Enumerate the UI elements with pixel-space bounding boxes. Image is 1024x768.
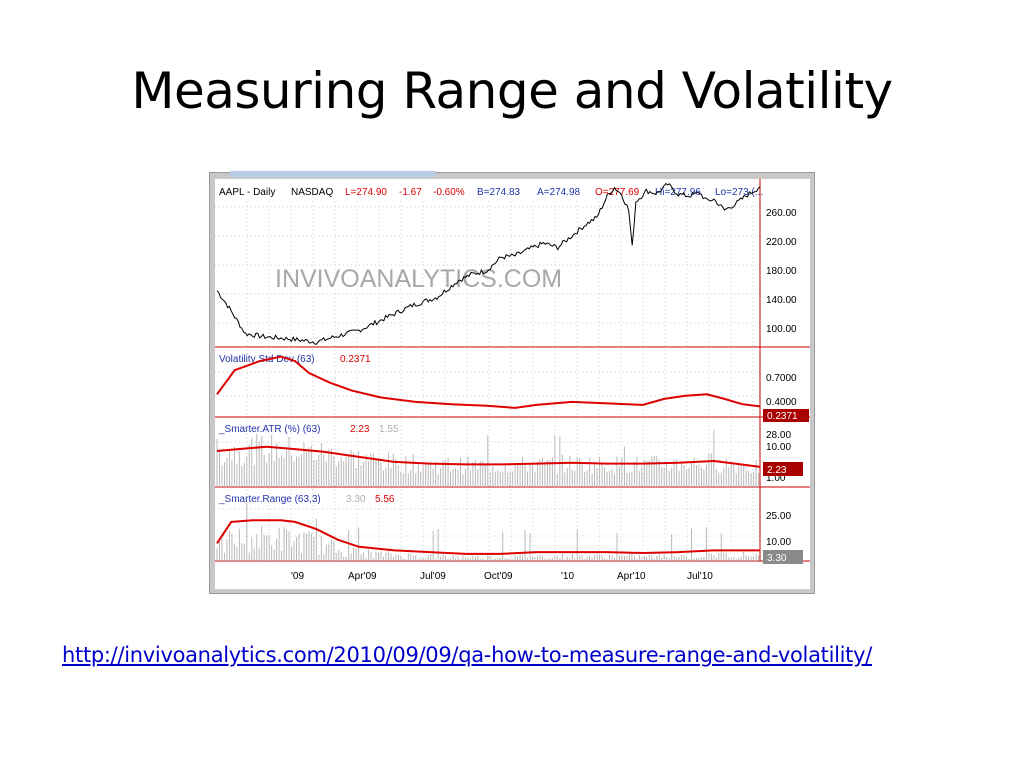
range-axis: 25.00 10.00 xyxy=(766,511,791,548)
atr-badge xyxy=(763,462,803,476)
atr-tick: 10.00 xyxy=(766,442,791,453)
price-axis: 260.00 220.00 180.00 140.00 100.00 xyxy=(766,208,797,335)
price-tick: 260.00 xyxy=(766,208,797,219)
chart-last: L=274.90 xyxy=(345,187,387,198)
volatility-badge-text: 0.2371 xyxy=(767,411,798,422)
range-line xyxy=(216,519,760,555)
source-link[interactable]: http://invivoanalytics.com/2010/09/09/qa… xyxy=(62,643,873,667)
atr-value-2: 1.55 xyxy=(379,424,399,435)
atr-tick: 1.00 xyxy=(766,473,786,484)
volatility-line xyxy=(216,355,761,409)
date-tick: '09 xyxy=(291,571,304,582)
range-badge xyxy=(763,550,803,564)
stock-chart: AAPL - Daily NASDAQ L=274.90 -1.67 -0.60… xyxy=(215,179,810,582)
volatility-tick: 0.7000 xyxy=(766,373,797,384)
chart-open: O=277.69 xyxy=(595,187,640,198)
price-line xyxy=(216,182,761,345)
chart-grid xyxy=(215,179,810,562)
date-tick: '10 xyxy=(561,571,574,582)
date-tick: Apr'10 xyxy=(617,571,646,582)
atr-line xyxy=(216,445,761,468)
range-value: 5.56 xyxy=(375,494,395,505)
chart-ask: A=274.98 xyxy=(537,187,581,198)
chart-symbol: AAPL - Daily xyxy=(219,187,275,198)
date-tick: Jul'09 xyxy=(420,571,446,582)
volatility-value: 0.2371 xyxy=(340,354,371,365)
chart-change-pct: -0.60% xyxy=(433,187,465,198)
date-tick: Apr'09 xyxy=(348,571,377,582)
chart-watermark: INVIVOANALYTICS.COM xyxy=(275,265,562,293)
atr-value: 2.23 xyxy=(350,424,370,435)
volatility-axis: 0.7000 0.4000 xyxy=(766,373,797,408)
range-value-2: 3.30 xyxy=(346,494,366,505)
atr-axis: 28.00 10.00 1.00 xyxy=(766,430,791,484)
chart-bid: B=274.83 xyxy=(477,187,521,198)
chart-low: Lo=273.(... xyxy=(715,187,763,198)
chart-series xyxy=(216,182,761,561)
volatility-badge xyxy=(763,409,809,422)
atr-label: _Smarter.ATR (%) (63) xyxy=(218,424,321,435)
range-tick: 10.00 xyxy=(766,537,791,548)
chart-change: -1.67 xyxy=(399,187,422,198)
range-badge-text: 3.30 xyxy=(767,553,787,564)
volatility-tick: 0.4000 xyxy=(766,397,797,408)
atr-tick: 28.00 xyxy=(766,430,791,441)
price-tick: 180.00 xyxy=(766,266,797,277)
date-axis: '09 Apr'09 Jul'09 Oct'09 '10 Apr'10 Jul'… xyxy=(291,571,713,582)
chart-high: Hi=277.96 xyxy=(655,187,701,198)
price-tick: 220.00 xyxy=(766,237,797,248)
chart-tab xyxy=(230,171,436,177)
date-tick: Oct'09 xyxy=(484,571,513,582)
date-tick: Jul'10 xyxy=(687,571,713,582)
range-tick: 25.00 xyxy=(766,511,791,522)
price-tick: 140.00 xyxy=(766,295,797,306)
price-tick: 100.00 xyxy=(766,324,797,335)
slide-title: Measuring Range and Volatility xyxy=(131,62,893,120)
chart-area: AAPL - Daily NASDAQ L=274.90 -1.67 -0.60… xyxy=(215,179,810,589)
chart-exchange: NASDAQ xyxy=(291,187,333,198)
atr-badge-text: 2.23 xyxy=(767,465,787,476)
range-label: _Smarter.Range (63,3) xyxy=(218,494,321,505)
